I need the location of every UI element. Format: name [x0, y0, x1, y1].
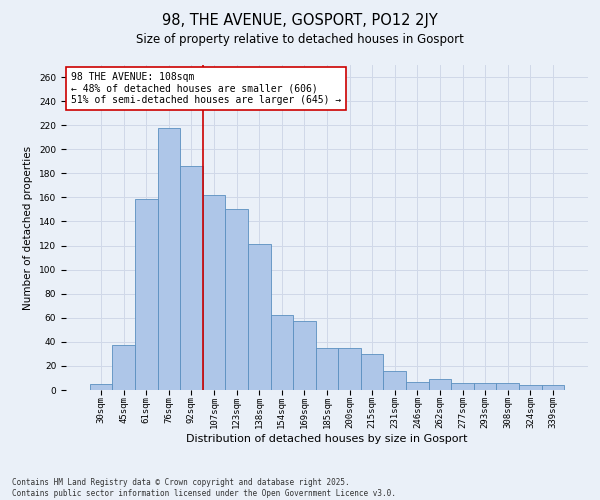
Bar — [383, 370, 406, 390]
Text: 98 THE AVENUE: 108sqm
← 48% of detached houses are smaller (606)
51% of semi-det: 98 THE AVENUE: 108sqm ← 48% of detached … — [71, 72, 341, 104]
Bar — [203, 195, 226, 390]
Text: 98, THE AVENUE, GOSPORT, PO12 2JY: 98, THE AVENUE, GOSPORT, PO12 2JY — [162, 12, 438, 28]
Bar — [451, 383, 474, 390]
Bar — [519, 385, 542, 390]
Bar — [90, 384, 112, 390]
Bar — [474, 383, 496, 390]
Bar — [361, 354, 383, 390]
Bar — [271, 316, 293, 390]
Bar — [338, 348, 361, 390]
Y-axis label: Number of detached properties: Number of detached properties — [23, 146, 34, 310]
Bar — [112, 346, 135, 390]
Bar — [135, 198, 158, 390]
Bar — [158, 128, 180, 390]
Text: Contains HM Land Registry data © Crown copyright and database right 2025.
Contai: Contains HM Land Registry data © Crown c… — [12, 478, 396, 498]
Bar — [496, 383, 519, 390]
Bar — [293, 322, 316, 390]
Bar — [248, 244, 271, 390]
Text: Size of property relative to detached houses in Gosport: Size of property relative to detached ho… — [136, 32, 464, 46]
Bar — [226, 210, 248, 390]
Bar — [316, 348, 338, 390]
Bar — [428, 379, 451, 390]
Bar — [180, 166, 203, 390]
Bar — [542, 385, 564, 390]
X-axis label: Distribution of detached houses by size in Gosport: Distribution of detached houses by size … — [186, 434, 468, 444]
Bar — [406, 382, 428, 390]
